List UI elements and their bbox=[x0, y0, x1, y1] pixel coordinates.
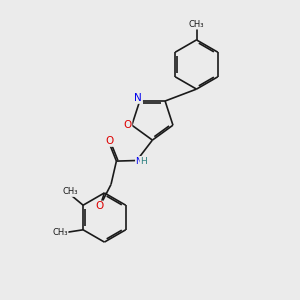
Text: N: N bbox=[134, 93, 142, 103]
Text: CH₃: CH₃ bbox=[63, 187, 78, 196]
Text: CH₃: CH₃ bbox=[189, 20, 204, 29]
Text: O: O bbox=[95, 201, 103, 212]
Text: CH₃: CH₃ bbox=[52, 228, 68, 237]
Text: O: O bbox=[123, 120, 131, 130]
Text: H: H bbox=[140, 157, 147, 166]
Text: O: O bbox=[106, 136, 114, 146]
Text: N: N bbox=[136, 157, 142, 166]
